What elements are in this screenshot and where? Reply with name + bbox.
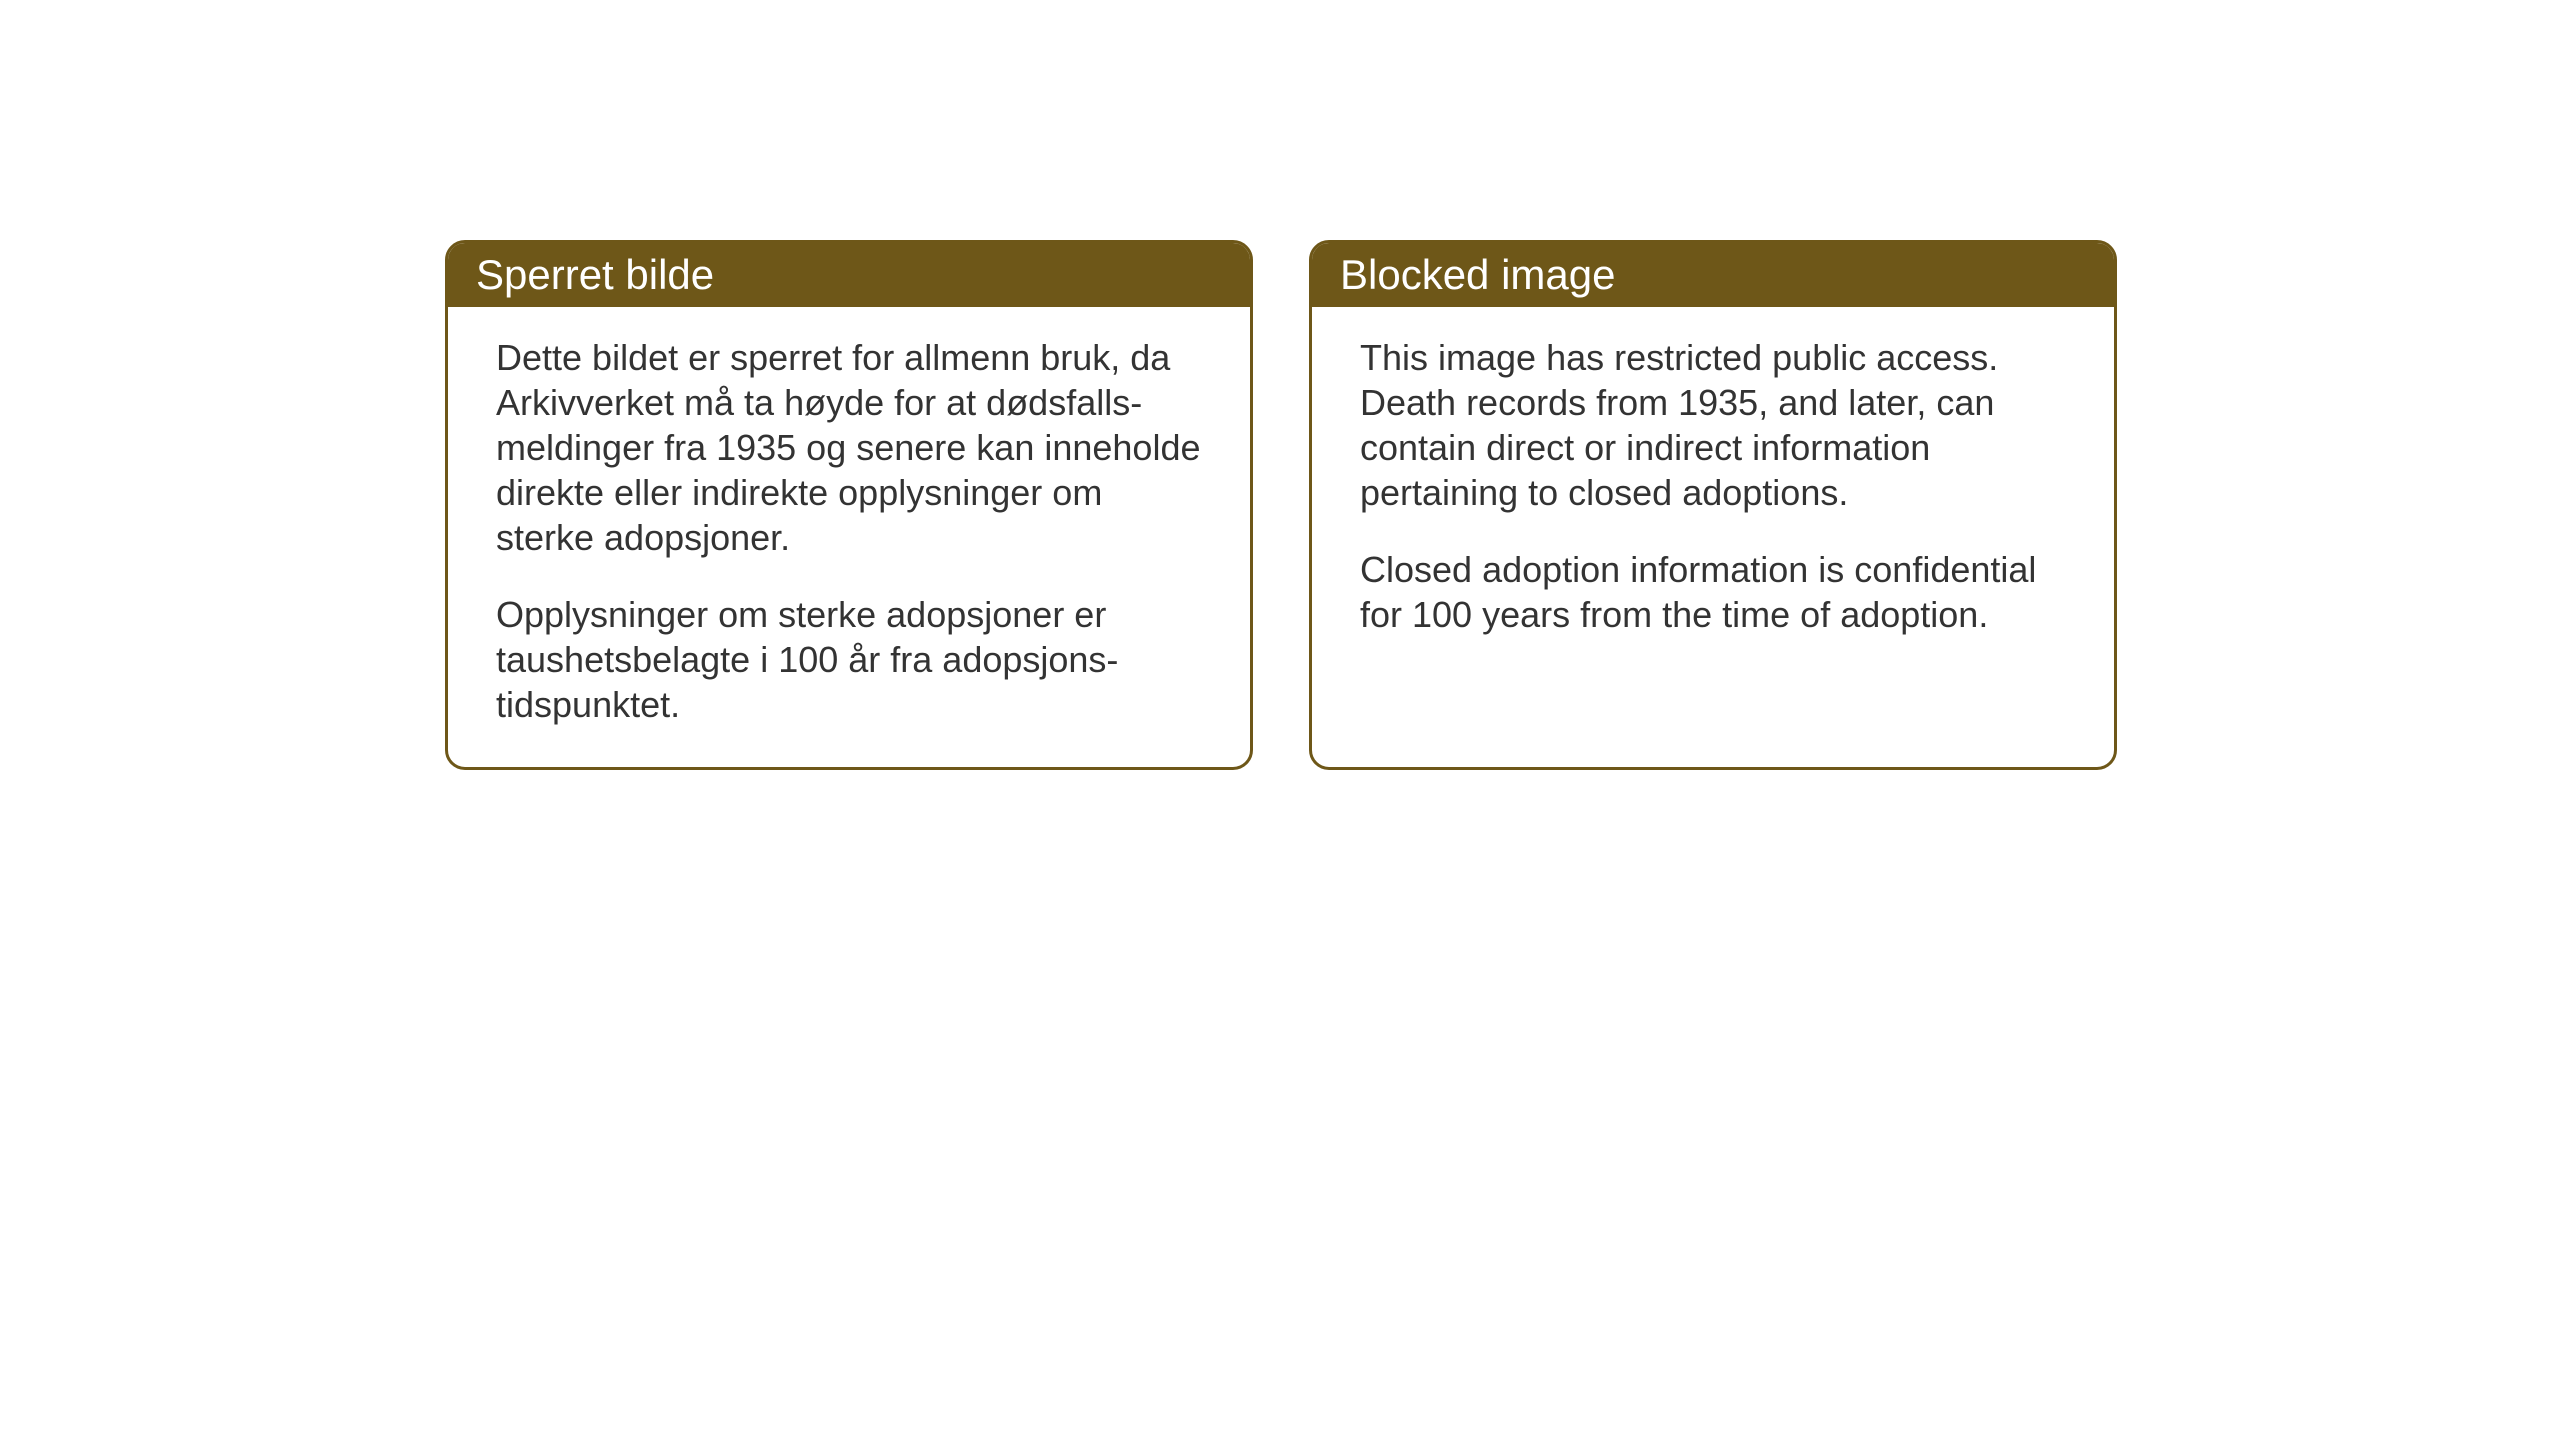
notice-card-norwegian: Sperret bilde Dette bildet er sperret fo… <box>445 240 1253 770</box>
card-title-english: Blocked image <box>1340 251 1615 298</box>
card-paragraph-2-norwegian: Opplysninger om sterke adopsjoner er tau… <box>496 592 1202 727</box>
card-paragraph-1-norwegian: Dette bildet er sperret for allmenn bruk… <box>496 335 1202 560</box>
card-body-norwegian: Dette bildet er sperret for allmenn bruk… <box>448 307 1250 767</box>
card-paragraph-2-english: Closed adoption information is confident… <box>1360 547 2066 637</box>
card-title-norwegian: Sperret bilde <box>476 251 714 298</box>
notice-container: Sperret bilde Dette bildet er sperret fo… <box>445 240 2117 770</box>
notice-card-english: Blocked image This image has restricted … <box>1309 240 2117 770</box>
card-header-norwegian: Sperret bilde <box>448 243 1250 307</box>
card-header-english: Blocked image <box>1312 243 2114 307</box>
card-body-english: This image has restricted public access.… <box>1312 307 2114 677</box>
card-paragraph-1-english: This image has restricted public access.… <box>1360 335 2066 515</box>
